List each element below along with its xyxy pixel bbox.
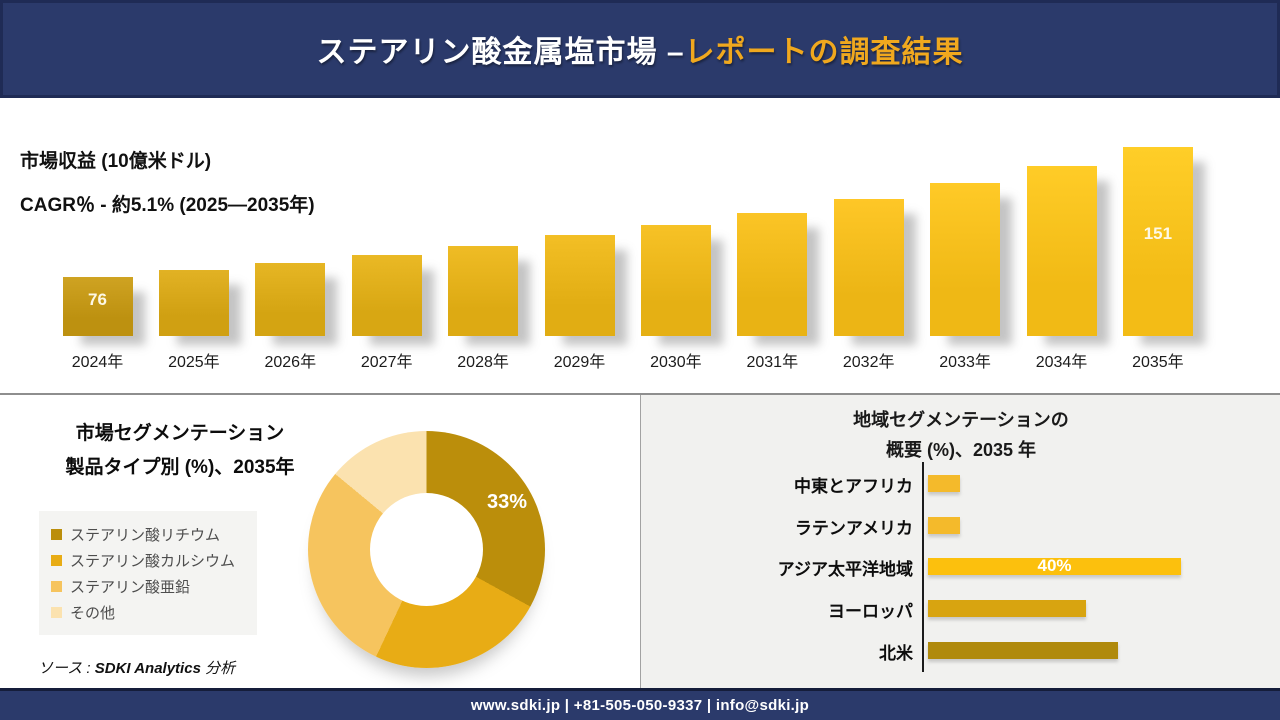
revenue-bar-2035年: 151 bbox=[1122, 147, 1193, 336]
region-bar-value-label: 40% bbox=[1037, 556, 1072, 575]
region-bar-ヨーロッパ bbox=[928, 600, 1086, 617]
revenue-bar-chart: 76 2024年 2025年 2026年 2027年 2028年 2029年 2030年 203… bbox=[0, 98, 1280, 394]
source-prefix: ソース : bbox=[38, 660, 95, 677]
revenue-bar-2026年 bbox=[255, 263, 326, 336]
legend-swatch-icon bbox=[51, 528, 62, 540]
region-bar-アジア太平洋地域: 40% bbox=[928, 556, 1181, 575]
x-axis-tick-label: 2030年 bbox=[650, 354, 702, 371]
x-axis-tick-label: 2025年 bbox=[168, 354, 220, 371]
regional-segmentation-panel: 地域セグメンテーションの 概要 (%)、2035 年 中東とアフリカ ラテンアメリ… bbox=[641, 395, 1280, 688]
footer-contact-text: www.sdki.jp | +81-505-050-9337 | info@sd… bbox=[470, 697, 810, 714]
revenue-chart-section: 市場収益 (10億米ドル) CAGR％ - 約5.1% (2025―2035年)… bbox=[0, 98, 1280, 394]
regional-chart-axis bbox=[922, 462, 924, 672]
source-attribution: ソース : SDKI Analytics 分析 bbox=[38, 657, 235, 678]
product-segmentation-title-line2: 製品タイプ別 (%)、2035年 bbox=[65, 457, 295, 478]
x-axis-tick-label: 2024年 bbox=[71, 354, 124, 371]
region-label-ヨーロッパ: ヨーロッパ bbox=[828, 602, 913, 621]
legend-label: ステアリン酸カルシウム bbox=[70, 552, 236, 570]
legend-label: ステアリン酸亜鉛 bbox=[70, 578, 191, 596]
product-segmentation-title: 市場セグメンテーション 製品タイプ別 (%)、2035年 bbox=[8, 417, 352, 485]
x-axis-tick-label: 2032年 bbox=[842, 354, 895, 371]
footer-bar: www.sdki.jp | +81-505-050-9337 | info@sd… bbox=[0, 691, 1280, 720]
revenue-bar-2032年 bbox=[833, 199, 904, 336]
region-label-中東とアフリカ: 中東とアフリカ bbox=[794, 477, 913, 496]
revenue-bar-2027年 bbox=[351, 255, 422, 336]
product-segmentation-panel: 市場セグメンテーション 製品タイプ別 (%)、2035年 ステアリン酸リチウムス… bbox=[0, 395, 640, 688]
product-share-donut-chart: 33% bbox=[308, 431, 545, 668]
legend-item: その他 bbox=[51, 599, 245, 625]
regional-bar-chart: 中東とアフリカ ラテンアメリカアジア太平洋地域 40% ヨーロッパ北米 bbox=[641, 395, 1280, 688]
legend-swatch-icon bbox=[51, 580, 62, 592]
region-label-ラテンアメリカ: ラテンアメリカ bbox=[794, 519, 913, 538]
legend-item: ステアリン酸リチウム bbox=[51, 521, 245, 547]
donut-legend: ステアリン酸リチウム ステアリン酸カルシウム ステアリン酸亜鉛 その他 bbox=[39, 511, 257, 635]
x-axis-tick-label: 2029年 bbox=[553, 354, 606, 371]
revenue-bar-2030年 bbox=[640, 225, 711, 336]
cagr-label: CAGR％ - 約5.1% (2025―2035年) bbox=[20, 195, 315, 216]
region-bar-北米 bbox=[928, 642, 1118, 659]
region-label-北米: 北米 bbox=[879, 644, 913, 663]
x-axis-tick-label: 2027年 bbox=[360, 354, 413, 371]
revenue-bar-2034年 bbox=[1026, 166, 1097, 336]
donut-slice-label: 33% bbox=[486, 491, 528, 513]
revenue-bar-value-label: 76 bbox=[88, 290, 107, 309]
x-axis-tick-label: 2035年 bbox=[1132, 354, 1184, 371]
legend-swatch-icon bbox=[51, 554, 62, 566]
x-axis-tick-label: 2026年 bbox=[264, 354, 317, 371]
regional-title-line1: 地域セグメンテーションの bbox=[853, 410, 1069, 430]
x-axis-tick-label: 2031年 bbox=[746, 354, 799, 371]
source-suffix: 分析 bbox=[200, 660, 236, 677]
product-segmentation-title-line1: 市場セグメンテーション bbox=[75, 423, 285, 444]
region-bar-中東とアフリカ bbox=[928, 475, 960, 492]
revenue-bar-2025年 bbox=[158, 270, 229, 336]
revenue-bar-2031年 bbox=[737, 213, 808, 336]
revenue-metric-label: 市場収益 (10億米ドル) bbox=[20, 151, 212, 172]
page-title: ステアリン酸金属塩市場 –レポートの調査結果 bbox=[316, 27, 963, 71]
page-title-accent: レポートの調査結果 bbox=[684, 36, 964, 69]
x-axis-tick-label: 2028年 bbox=[457, 354, 509, 371]
revenue-bar-2033年 bbox=[930, 183, 1001, 336]
revenue-bar-2024年: 76 bbox=[62, 277, 133, 336]
legend-swatch-icon bbox=[51, 606, 62, 618]
footer-top-rule bbox=[0, 688, 1280, 691]
regional-title-line2: 概要 (%)、2035 年 bbox=[885, 440, 1037, 460]
section-divider-horizontal bbox=[0, 393, 1280, 395]
report-header: ステアリン酸金属塩市場 –レポートの調査結果 bbox=[0, 0, 1280, 98]
region-bar-ラテンアメリカ bbox=[928, 517, 960, 534]
legend-item: ステアリン酸カルシウム bbox=[51, 547, 245, 573]
source-brand: SDKI Analytics bbox=[94, 660, 201, 677]
x-axis-tick-label: 2033年 bbox=[939, 354, 991, 371]
legend-label: ステアリン酸リチウム bbox=[70, 526, 221, 544]
x-axis-tick-label: 2034年 bbox=[1035, 354, 1088, 371]
region-label-アジア太平洋地域: アジア太平洋地域 bbox=[777, 560, 913, 579]
regional-title: 地域セグメンテーションの 概要 (%)、2035 年 bbox=[741, 405, 1181, 465]
legend-label: その他 bbox=[70, 604, 116, 622]
page-title-market: ステアリン酸金属塩市場 – bbox=[316, 36, 685, 69]
revenue-bar-2029年 bbox=[544, 235, 615, 336]
revenue-bar-value-label: 151 bbox=[1143, 224, 1173, 243]
legend-item: ステアリン酸亜鉛 bbox=[51, 573, 245, 599]
revenue-bar-2028年 bbox=[448, 246, 519, 336]
donut-hole bbox=[370, 493, 483, 606]
